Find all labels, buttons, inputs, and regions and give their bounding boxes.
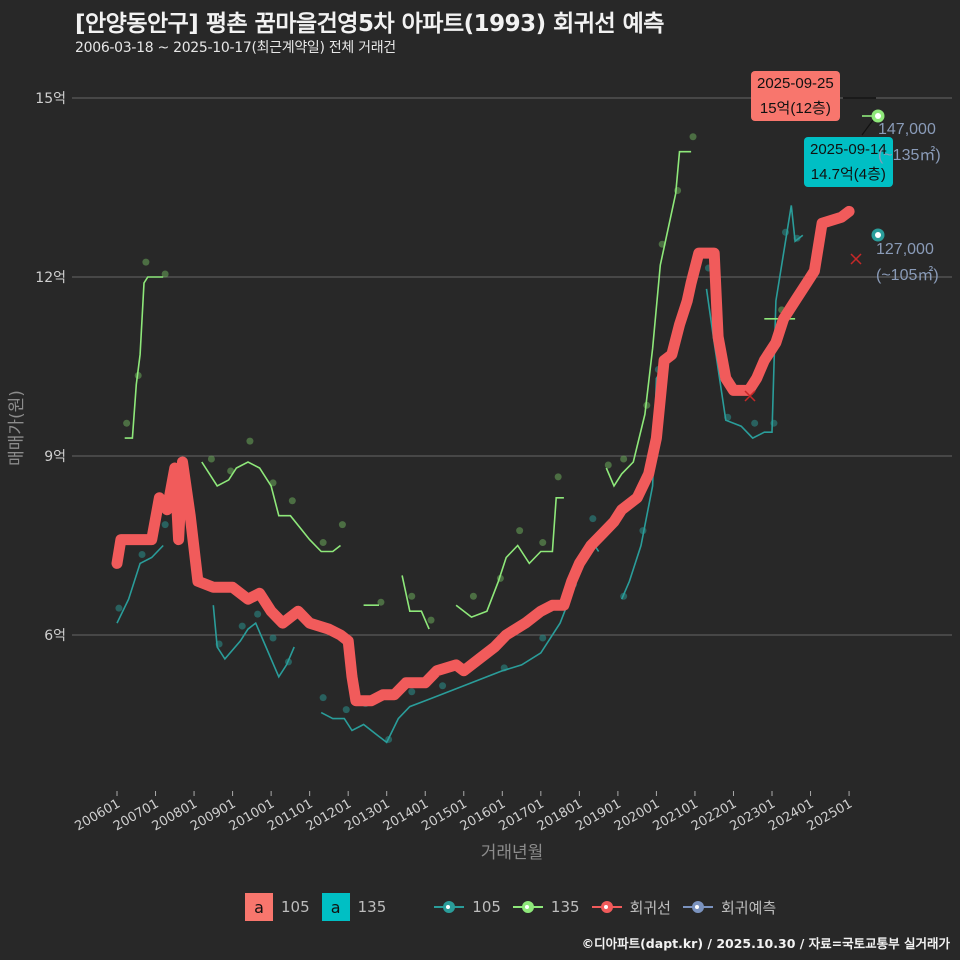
chart-title: [안양동안구] 평촌 꿈마을건영5차 아파트(1993) 회귀선 예측	[75, 11, 664, 37]
svg-text:9억: 9억	[44, 449, 66, 465]
y-axis-ticks: 6억 9억 12억 15억	[35, 91, 66, 644]
x-axis-title: 거래년월	[481, 843, 544, 863]
legend-line-135-icon	[512, 899, 543, 915]
callout-135: 2025-09-14 14.7억(4층)	[804, 137, 893, 187]
callout-105-price: 15억(12층)	[759, 100, 831, 117]
legend-prediction-label: 회귀예측	[720, 898, 777, 917]
prediction-markers	[744, 97, 885, 402]
x-axis-ticks: 2006012007012008012009012010012011012012…	[73, 791, 855, 834]
prediction-label-105: 127,000 (~105㎡)	[876, 237, 939, 289]
legend-regression-label: 회귀선	[629, 898, 671, 917]
scatter-points	[115, 133, 801, 743]
prediction-105-area: (~105㎡)	[876, 267, 939, 284]
prediction-label-135: 147,000 (~135㎡)	[878, 117, 941, 169]
callout-135-price: 14.7억(4층)	[810, 166, 886, 183]
legend-line-135-label: 135	[550, 898, 580, 916]
callout-135-date: 2025-09-14	[810, 141, 887, 158]
legend-fill-105-swatch: a	[245, 893, 273, 921]
legend-fill-135-swatch: a	[321, 893, 350, 921]
callout-105-date: 2025-09-25	[757, 75, 834, 92]
prediction-135-area: (~135㎡)	[878, 147, 941, 164]
legend-key: a	[330, 897, 341, 917]
legend-line-105-icon	[434, 899, 465, 915]
legend-regression-icon	[591, 899, 622, 915]
prediction-105-value: 127,000	[876, 241, 934, 258]
callout-105: 2025-09-25 15억(12층)	[751, 71, 840, 121]
chart-subtitle: 2006-03-18 ~ 2025-10-17(최근계약일) 전체 거래건	[75, 40, 396, 56]
svg-text:12억: 12억	[35, 270, 66, 286]
series-lines	[111, 150, 855, 744]
svg-text:15억: 15억	[35, 91, 66, 107]
y-axis-title: 매매가(원)	[7, 390, 27, 466]
footer-credit: ©디아파트(dapt.kr) / 2025.10.30 / 자료=국토교통부 실…	[581, 936, 950, 951]
svg-text:6억: 6억	[44, 628, 66, 644]
legend-fill-105-label: 105	[281, 898, 310, 916]
legend-prediction-icon	[682, 899, 713, 915]
prediction-135-value: 147,000	[878, 121, 936, 138]
legend-line-105-label: 105	[472, 898, 501, 916]
legend: a 105 a 135 105 135 회귀선 회귀예측	[245, 893, 788, 921]
legend-fill-135-label: 135	[357, 898, 387, 916]
legend-key: a	[254, 897, 264, 917]
